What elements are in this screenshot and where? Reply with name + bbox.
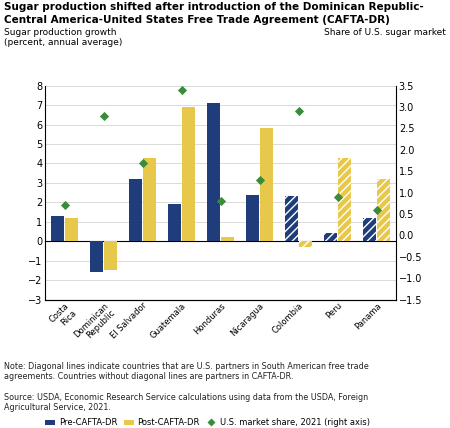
Bar (299, 241, 311, 247)
Legend: Pre-CAFTA-DR, Post-CAFTA-DR, U.S. market share, 2021 (right axis): Pre-CAFTA-DR, Post-CAFTA-DR, U.S. market… (42, 415, 373, 428)
Point (334, 193, 341, 200)
Text: (percent, annual average): (percent, annual average) (4, 38, 123, 47)
Bar (285, 196, 298, 241)
Bar (364, 218, 376, 241)
Point (139, 159, 146, 166)
Bar (260, 128, 273, 241)
Bar (338, 158, 351, 241)
Point (100, 112, 107, 119)
Bar (182, 107, 194, 241)
Bar (168, 204, 181, 241)
Bar (377, 179, 390, 241)
Point (295, 108, 302, 115)
Text: Share of U.S. sugar market: Share of U.S. sugar market (324, 28, 446, 37)
Bar (364, 218, 376, 241)
Bar (143, 158, 156, 241)
Text: Note: Diagonal lines indicate countries that are U.S. partners in South American: Note: Diagonal lines indicate countries … (4, 362, 369, 381)
Bar (299, 241, 311, 247)
Bar (247, 195, 259, 241)
Text: Sugar production shifted after introduction of the Dominican Republic-: Sugar production shifted after introduct… (4, 2, 424, 12)
Bar (65, 218, 77, 241)
Bar (207, 103, 220, 241)
Bar (104, 241, 117, 270)
Bar (221, 238, 234, 241)
Point (178, 86, 185, 93)
Point (61, 202, 68, 209)
Bar (377, 179, 390, 241)
Bar (51, 216, 64, 241)
Text: Source: USDA, Economic Research Service calculations using data from the USDA, F: Source: USDA, Economic Research Service … (4, 393, 369, 412)
Bar (324, 233, 337, 241)
Text: Central America-United States Free Trade Agreement (CAFTA-DR): Central America-United States Free Trade… (4, 15, 391, 25)
Text: Sugar production growth: Sugar production growth (4, 28, 117, 37)
Bar (130, 179, 142, 241)
Bar (90, 241, 103, 272)
Bar (285, 196, 298, 241)
Bar (338, 158, 351, 241)
Bar (324, 233, 337, 241)
Point (217, 198, 224, 205)
Point (373, 206, 380, 213)
Point (256, 176, 263, 183)
